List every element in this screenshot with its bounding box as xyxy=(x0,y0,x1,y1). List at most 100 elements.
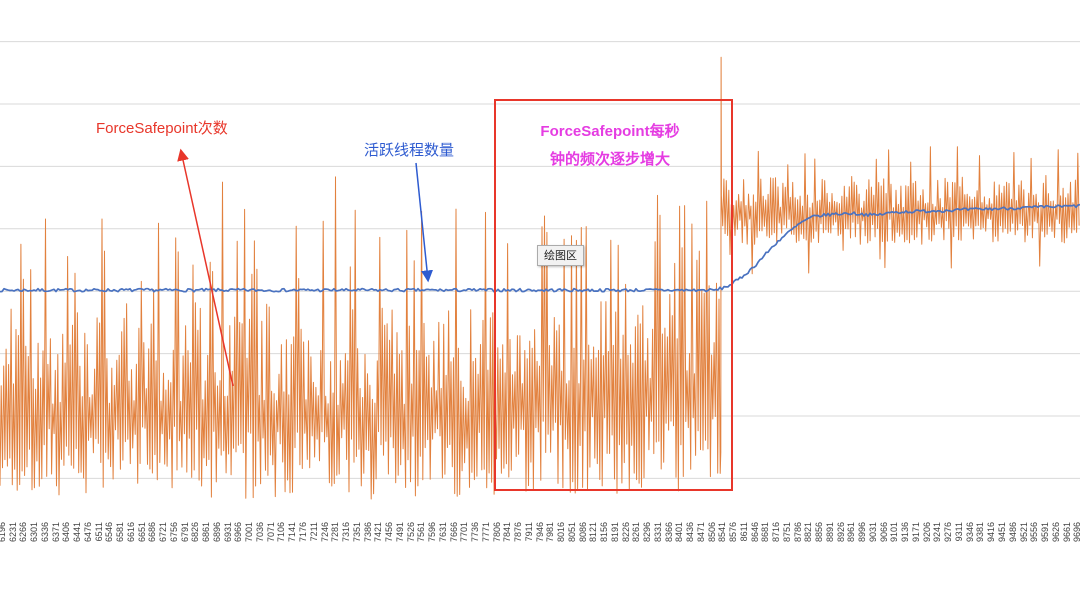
x-tick-label: 6511 xyxy=(93,522,104,542)
x-tick-label: 9486 xyxy=(1007,522,1018,543)
x-tick-label: 6371 xyxy=(50,522,61,543)
x-tick-label: 9451 xyxy=(997,522,1007,543)
x-tick-label: 7806 xyxy=(491,522,502,543)
x-tick-label: 8331 xyxy=(652,522,663,543)
x-tick-label: 6651 xyxy=(136,522,147,543)
x-tick-label: 6406 xyxy=(61,522,72,543)
plot-area-tooltip-text: 绘图区 xyxy=(544,250,577,262)
x-tick-label: 7736 xyxy=(470,522,480,543)
x-tick-label: 7456 xyxy=(384,522,394,543)
x-tick-label: 9101 xyxy=(889,522,900,543)
x-tick-label: 6791 xyxy=(179,522,190,543)
x-tick-label: 9276 xyxy=(943,522,954,543)
x-tick-label: 6826 xyxy=(190,522,201,543)
x-tick-label: 6721 xyxy=(158,522,169,543)
x-tick-label: 7666 xyxy=(448,522,459,543)
x-tick-label: 9206 xyxy=(921,522,932,543)
x-tick-label: 7631 xyxy=(437,522,448,543)
x-tick-label: 7281 xyxy=(330,522,341,543)
x-tick-label: 8611 xyxy=(738,522,749,542)
x-tick-label: 7561 xyxy=(416,522,427,543)
frequency-annotation-line1: ForceSafepoint每秒 xyxy=(540,123,680,140)
x-tick-label: 9696 xyxy=(1072,522,1080,543)
x-tick-label: 7946 xyxy=(534,522,545,543)
x-tick-label: 8716 xyxy=(771,522,782,543)
x-tick-label: 8261 xyxy=(631,522,642,543)
x-tick-label: 7771 xyxy=(480,522,491,543)
x-tick-label: 8751 xyxy=(781,522,792,543)
x-tick-label: 8191 xyxy=(609,522,620,543)
x-tick-label: 9521 xyxy=(1018,522,1029,543)
x-tick-label: 7701 xyxy=(459,522,470,543)
x-tick-label: 8821 xyxy=(803,522,814,543)
x-tick-label: 8471 xyxy=(695,522,706,543)
x-tick-label: 7141 xyxy=(287,522,298,543)
x-tick-label: 8996 xyxy=(857,522,868,543)
x-tick-label: 9241 xyxy=(932,522,943,543)
x-tick-label: 9381 xyxy=(975,522,986,543)
x-tick-label: 6931 xyxy=(222,522,233,543)
x-tick-label: 8926 xyxy=(835,522,846,543)
x-tick-label: 6301 xyxy=(29,522,40,543)
series-active-threads xyxy=(0,203,1080,293)
x-tick-label: 7071 xyxy=(265,522,276,543)
series-force-safepoint xyxy=(0,56,1080,500)
x-tick-label: 6476 xyxy=(82,522,93,543)
x-tick-label: 8576 xyxy=(728,522,739,543)
x-tick-label: 8016 xyxy=(556,522,566,543)
x-tick-label: 8156 xyxy=(599,522,610,543)
x-tick-label: 9171 xyxy=(910,522,921,543)
x-tick-label: 7911 xyxy=(523,522,534,542)
x-tick-label: 9311 xyxy=(953,522,964,542)
x-tick-label: 6581 xyxy=(115,522,126,543)
x-tick-label: 8401 xyxy=(674,522,685,543)
x-tick-label: 9416 xyxy=(986,522,997,543)
x-tick-label: 8366 xyxy=(663,522,674,543)
x-tick-label: 6196 xyxy=(0,522,7,543)
x-tick-label: 6231 xyxy=(7,522,18,543)
x-tick-label: 9661 xyxy=(1061,522,1072,543)
x-tick-label: 8051 xyxy=(566,522,577,543)
x-tick-label: 6266 xyxy=(18,522,29,543)
x-tick-label: 6686 xyxy=(147,522,158,543)
x-tick-label: 8646 xyxy=(749,522,760,543)
x-tick-label: 8681 xyxy=(760,522,771,543)
plot-area-tooltip: 绘图区 xyxy=(537,245,584,266)
x-tick-label: 7876 xyxy=(513,522,523,543)
x-tick-label: 8296 xyxy=(642,522,653,543)
x-tick-label: 7596 xyxy=(427,522,437,543)
x-tick-label: 7316 xyxy=(341,522,351,543)
x-tick-label: 6756 xyxy=(168,522,179,543)
x-tick-label: 7386 xyxy=(362,522,373,543)
x-tick-label: 8891 xyxy=(824,522,835,543)
force-safepoint-annotation-label: ForceSafepoint次数 xyxy=(96,120,228,137)
x-tick-label: 7106 xyxy=(276,522,287,543)
x-tick-label: 9136 xyxy=(900,522,911,543)
x-tick-label: 8226 xyxy=(620,522,631,543)
x-tick-label: 8436 xyxy=(685,522,696,543)
active-threads-annotation-label: 活跃线程数量 xyxy=(364,142,455,159)
x-tick-label: 6336 xyxy=(39,522,50,543)
x-tick-label: 6546 xyxy=(104,522,115,543)
x-tick-label: 7036 xyxy=(254,522,265,543)
x-tick-label: 8121 xyxy=(588,522,599,543)
x-tick-label: 8961 xyxy=(846,522,857,543)
x-tick-label: 8786 xyxy=(792,522,803,543)
x-tick-label: 9066 xyxy=(878,522,889,543)
x-tick-label: 8856 xyxy=(814,522,825,543)
chart-plot-area xyxy=(0,41,1080,500)
x-tick-label: 9346 xyxy=(964,522,975,543)
x-tick-label: 7841 xyxy=(502,522,513,543)
x-tick-label: 7981 xyxy=(545,522,556,543)
frequency-increase-annotation: ForceSafepoint每秒 钟的频次逐步增大 xyxy=(520,118,700,174)
x-tick-label: 6441 xyxy=(72,522,83,543)
x-tick-label: 7001 xyxy=(244,522,255,543)
x-tick-label: 7211 xyxy=(308,522,319,542)
x-tick-label: 6616 xyxy=(125,522,136,543)
frequency-annotation-line2: 钟的频次逐步增大 xyxy=(549,150,670,168)
x-tick-label: 7351 xyxy=(351,522,362,543)
x-tick-label: 7176 xyxy=(298,522,308,543)
x-tick-label: 6861 xyxy=(201,522,212,543)
x-tick-label: 8086 xyxy=(577,522,588,543)
